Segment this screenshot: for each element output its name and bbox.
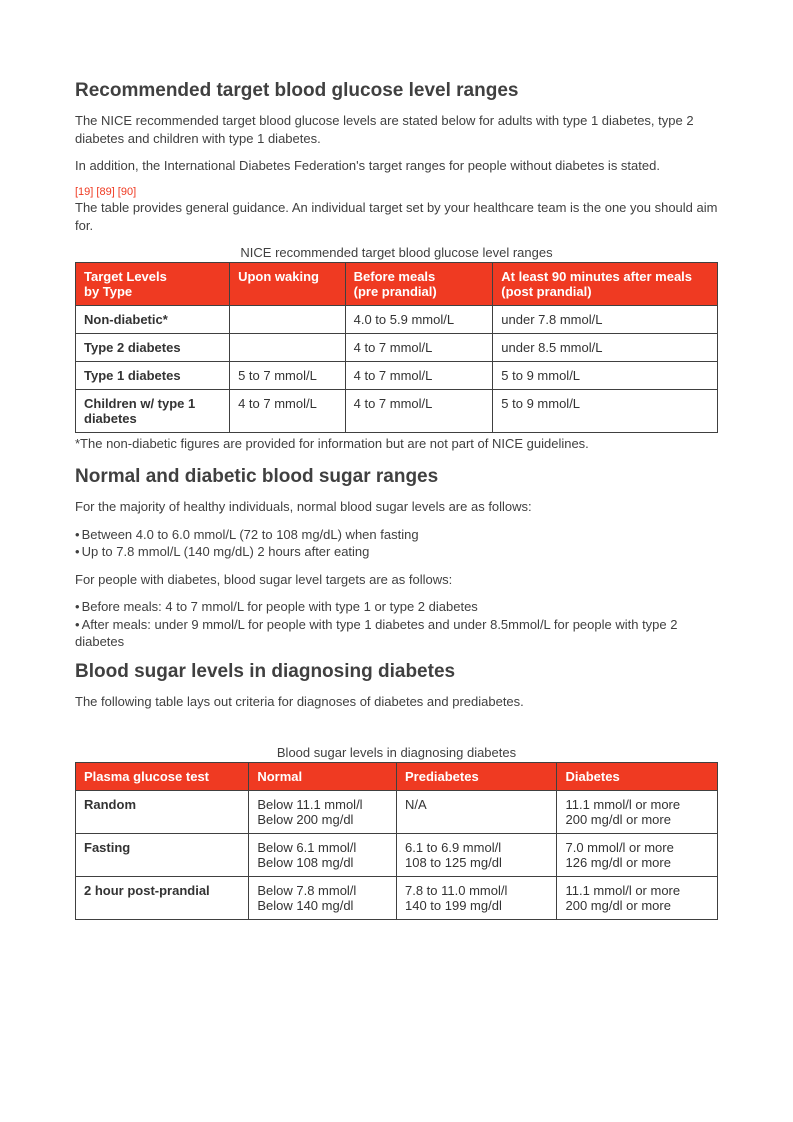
table-diagnosing: Plasma glucose testNormalPrediabetesDiab… (75, 762, 718, 920)
cell: 4 to 7 mmol/L (230, 389, 346, 432)
cell: 4 to 7 mmol/L (345, 333, 493, 361)
column-header: Target Levelsby Type (76, 262, 230, 305)
cell: Below 11.1 mmol/lBelow 200 mg/dl (249, 790, 397, 833)
cell: 4 to 7 mmol/L (345, 389, 493, 432)
bullets-normal: Between 4.0 to 6.0 mmol/L (72 to 108 mg/… (75, 526, 718, 561)
row-label: 2 hour post-prandial (76, 876, 249, 919)
row-label: Children w/ type 1 diabetes (76, 389, 230, 432)
cell: 11.1 mmol/l or more200 mg/dl or more (557, 876, 718, 919)
row-label: Random (76, 790, 249, 833)
para-intro-1: The NICE recommended target blood glucos… (75, 112, 718, 147)
column-header: Plasma glucose test (76, 762, 249, 790)
heading-target-ranges: Recommended target blood glucose level r… (75, 80, 718, 102)
table2-caption: Blood sugar levels in diagnosing diabete… (75, 745, 718, 760)
para-normal-2: For people with diabetes, blood sugar le… (75, 571, 718, 589)
cell: 6.1 to 6.9 mmol/l108 to 125 mg/dl (396, 833, 557, 876)
column-header: Prediabetes (396, 762, 557, 790)
heading-normal-ranges: Normal and diabetic blood sugar ranges (75, 466, 718, 488)
cell: under 8.5 mmol/L (493, 333, 718, 361)
table1-caption: NICE recommended target blood glucose le… (75, 245, 718, 260)
list-item: Before meals: 4 to 7 mmol/L for people w… (75, 598, 718, 616)
cell: 7.0 mmol/l or more126 mg/dl or more (557, 833, 718, 876)
cell (230, 333, 346, 361)
citation-refs: [19] [89] [90] (75, 185, 718, 200)
list-item: Up to 7.8 mmol/L (140 mg/dL) 2 hours aft… (75, 543, 718, 561)
column-header: Normal (249, 762, 397, 790)
cell: Below 6.1 mmol/lBelow 108 mg/dl (249, 833, 397, 876)
para-intro-3: The table provides general guidance. An … (75, 199, 718, 234)
table-row: Non-diabetic* 4.0 to 5.9 mmol/Lunder 7.8 … (76, 305, 718, 333)
row-label: Type 1 diabetes (76, 361, 230, 389)
cell: 7.8 to 11.0 mmol/l140 to 199 mg/dl (396, 876, 557, 919)
cell: 5 to 7 mmol/L (230, 361, 346, 389)
table-row: FastingBelow 6.1 mmol/lBelow 108 mg/dl6.… (76, 833, 718, 876)
column-header: At least 90 minutes after meals(post pra… (493, 262, 718, 305)
list-item: Between 4.0 to 6.0 mmol/L (72 to 108 mg/… (75, 526, 718, 544)
heading-diagnosing: Blood sugar levels in diagnosing diabete… (75, 661, 718, 683)
page: Recommended target blood glucose level r… (0, 0, 793, 982)
table-row: Type 2 diabetes 4 to 7 mmol/Lunder 8.5 mm… (76, 333, 718, 361)
cell (230, 305, 346, 333)
table-row: 2 hour post-prandialBelow 7.8 mmol/lBelo… (76, 876, 718, 919)
table-row: Type 1 diabetes5 to 7 mmol/L4 to 7 mmol/… (76, 361, 718, 389)
table1-footnote: *The non-diabetic figures are provided f… (75, 435, 718, 453)
para-diagnosing: The following table lays out criteria fo… (75, 693, 718, 711)
para-normal-1: For the majority of healthy individuals,… (75, 498, 718, 516)
cell: 4 to 7 mmol/L (345, 361, 493, 389)
list-item: After meals: under 9 mmol/L for people w… (75, 616, 718, 651)
table-target-ranges: Target Levelsby TypeUpon wakingBefore me… (75, 262, 718, 433)
row-label: Non-diabetic* (76, 305, 230, 333)
table-row: RandomBelow 11.1 mmol/lBelow 200 mg/dlN/… (76, 790, 718, 833)
column-header: Diabetes (557, 762, 718, 790)
bullets-diabetes: Before meals: 4 to 7 mmol/L for people w… (75, 598, 718, 651)
row-label: Type 2 diabetes (76, 333, 230, 361)
row-label: Fasting (76, 833, 249, 876)
para-intro-2: In addition, the International Diabetes … (75, 157, 718, 175)
cell: 11.1 mmol/l or more200 mg/dl or more (557, 790, 718, 833)
cell: N/A (396, 790, 557, 833)
cell: 5 to 9 mmol/L (493, 389, 718, 432)
column-header: Before meals(pre prandial) (345, 262, 493, 305)
cell: under 7.8 mmol/L (493, 305, 718, 333)
cell: 5 to 9 mmol/L (493, 361, 718, 389)
cell: Below 7.8 mmol/lBelow 140 mg/dl (249, 876, 397, 919)
table-row: Children w/ type 1 diabetes4 to 7 mmol/L… (76, 389, 718, 432)
column-header: Upon waking (230, 262, 346, 305)
cell: 4.0 to 5.9 mmol/L (345, 305, 493, 333)
